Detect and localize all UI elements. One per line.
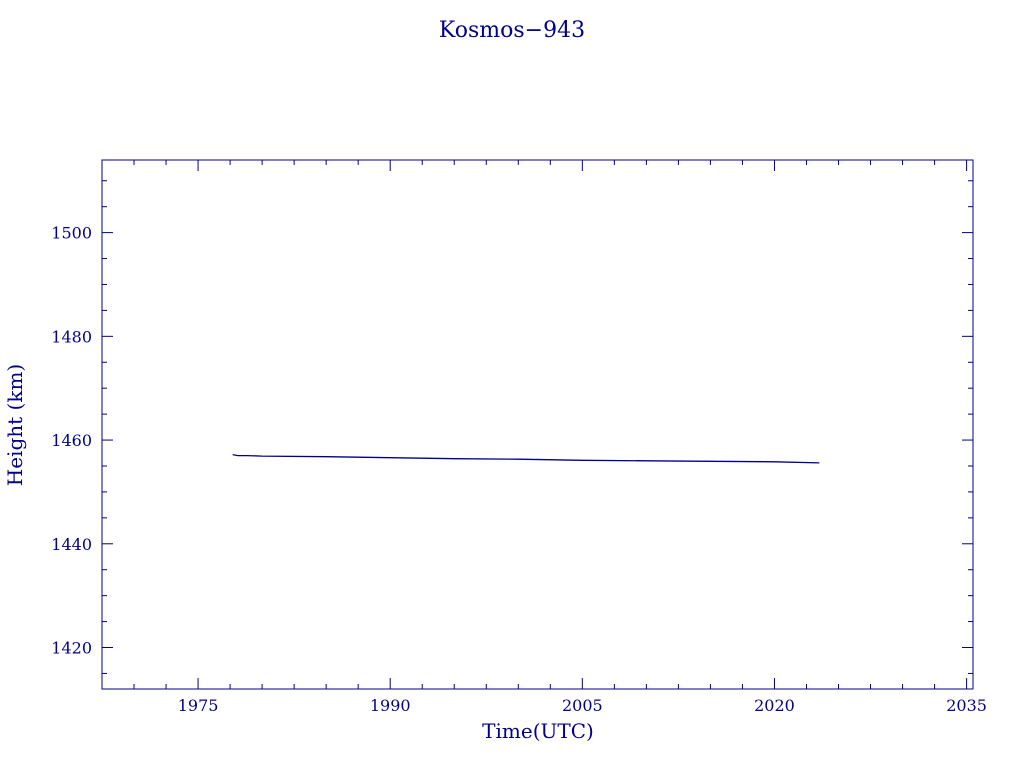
axis-ticks: [101, 160, 973, 689]
chart-title: Kosmos−943: [439, 18, 585, 43]
x-tick-label: 2020: [754, 696, 795, 715]
x-tick-labels: 1975 1990 2005 2020 2035: [178, 696, 987, 715]
x-tick-label: 2005: [562, 696, 603, 715]
x-tick-label: 1975: [178, 696, 219, 715]
y-tick-label: 1480: [51, 327, 92, 346]
plot-frame: [101, 159, 974, 690]
series-line: [232, 453, 820, 464]
y-tick-label: 1460: [51, 431, 92, 450]
y-tick-label: 1440: [51, 535, 92, 554]
x-axis-label: Time(UTC): [482, 719, 594, 743]
y-tick-labels: 1420 1440 1460 1480 1500: [51, 224, 92, 658]
series-group: [232, 453, 820, 464]
y-axis-label: Height (km): [3, 364, 27, 486]
x-tick-label: 2035: [946, 696, 987, 715]
x-tick-label: 1990: [370, 696, 411, 715]
y-tick-label: 1500: [51, 224, 92, 243]
y-tick-label: 1420: [51, 639, 92, 658]
